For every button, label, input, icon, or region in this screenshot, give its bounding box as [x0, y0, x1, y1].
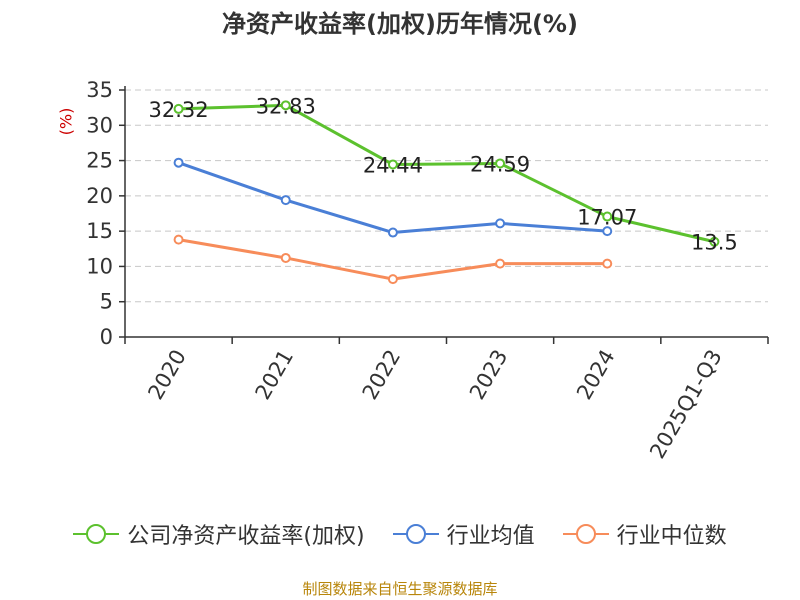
source-footer: 制图数据来自恒生聚源数据库 [302, 580, 498, 598]
legend-item-company[interactable]: 公司净资产收益率(加权) [73, 518, 365, 550]
legend-marker-icon [392, 524, 439, 544]
data-point [280, 195, 291, 206]
line-chart: 0 5 10 15 20 25 30 35 2020 2021 2022 2023 2024 2025Q1… [86, 78, 769, 463]
legend-circle [575, 524, 596, 544]
legend-label: 行业均值 [446, 524, 535, 549]
x-tick-label: 2025Q1-Q3 [645, 346, 727, 463]
x-tick-label: 2023 [465, 346, 513, 404]
data-point [387, 227, 398, 238]
legend-circle [405, 524, 426, 544]
data-point [709, 236, 720, 247]
data-label: 13.5 [691, 231, 738, 255]
x-tick-label: 2024 [572, 346, 620, 404]
legend-item-industry-mean[interactable]: 行业均值 [392, 518, 535, 550]
x-tick-label: 2020 [143, 346, 191, 404]
data-label: 32.32 [149, 98, 209, 122]
legend-item-industry-median[interactable]: 行业中位数 [562, 518, 727, 550]
legend: 公司净资产收益率(加权) 行业均值 行业中位数 [0, 518, 800, 550]
data-point [602, 226, 613, 237]
data-point [280, 252, 291, 263]
data-point [280, 100, 291, 111]
data-label: 24.44 [363, 154, 423, 178]
data-point [387, 159, 398, 170]
x-tick-label: 2022 [358, 346, 406, 404]
series-line [178, 103, 715, 244]
data-point [173, 234, 184, 245]
data-label: 24.59 [470, 152, 530, 176]
y-tick-label: 30 [86, 113, 113, 137]
y-tick-label: 20 [86, 184, 113, 208]
y-tick-label: 5 [100, 290, 113, 314]
legend-label: 公司净资产收益率(加权) [127, 524, 365, 549]
legend-label: 行业中位数 [616, 524, 727, 549]
legend-circle [86, 524, 107, 544]
legend-marker-icon [73, 524, 120, 544]
data-point [495, 218, 506, 229]
y-tick-label: 0 [100, 325, 113, 349]
data-point [173, 103, 184, 114]
y-tick-label: 10 [86, 254, 113, 278]
legend-marker-icon [562, 524, 609, 544]
data-point [387, 274, 398, 285]
y-tick-label: 15 [86, 219, 113, 243]
chart-title: 净资产收益率(加权)历年情况(%) [222, 10, 578, 38]
data-label: 17.07 [577, 206, 637, 230]
data-point [602, 211, 613, 222]
data-point [173, 157, 184, 168]
x-tick-label: 2021 [251, 346, 299, 404]
series-line [178, 238, 608, 281]
data-point [602, 258, 613, 269]
y-tick-label: 35 [86, 78, 113, 102]
y-tick-label: 25 [86, 149, 113, 173]
data-point [495, 158, 506, 169]
data-label: 32.83 [256, 94, 316, 118]
data-point [495, 258, 506, 269]
